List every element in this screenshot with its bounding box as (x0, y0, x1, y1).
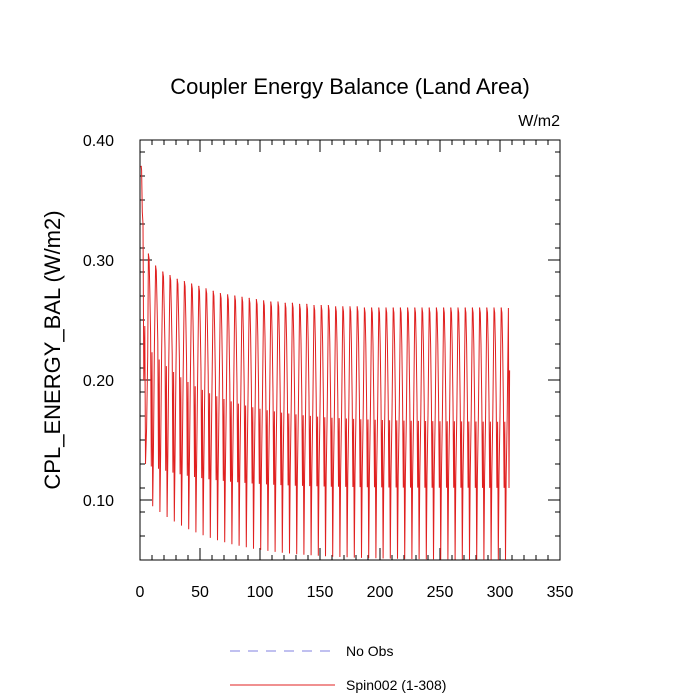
data-point-annual-peak (147, 253, 149, 255)
data-point-annual-peak (212, 290, 214, 292)
data-point-annual-peak (457, 307, 459, 309)
data-point-annual-peak (385, 307, 387, 309)
data-point-annual-peak (349, 306, 351, 308)
y-tick-label: 0.20 (83, 373, 114, 390)
data-point-annual-peak (363, 307, 365, 309)
data-point-annual-peak (191, 283, 193, 285)
data-point-annual-peak (155, 265, 157, 267)
x-tick-label: 250 (427, 584, 454, 601)
units-label: W/m2 (518, 113, 560, 130)
y-tick-label: 0.40 (83, 133, 114, 150)
data-point-annual-peak (335, 306, 337, 308)
data-point-annual-peak (471, 307, 473, 309)
data-point-annual-peak (140, 165, 142, 167)
data-point-annual-peak (219, 293, 221, 295)
y-tick-label: 0.10 (83, 493, 114, 510)
x-tick-label: 150 (307, 584, 334, 601)
data-point-annual-peak (306, 303, 308, 305)
data-point-annual-peak (241, 296, 243, 298)
data-point-annual-peak (450, 307, 452, 309)
data-point-annual-peak (183, 281, 185, 283)
data-point-annual-peak (291, 302, 293, 304)
legend-label-spin002: Spin002 (1-308) (346, 677, 446, 693)
x-tick-label: 50 (191, 584, 209, 601)
data-point-annual-peak (284, 302, 286, 304)
data-point-annual-peak (392, 307, 394, 309)
data-point-annual-peak (327, 305, 329, 307)
data-point-annual-peak (320, 305, 322, 307)
data-point-annual-peak (407, 307, 409, 309)
series-line-spin002 (140, 166, 511, 560)
plot-frame (139, 139, 561, 561)
data-point-annual-peak (507, 369, 509, 371)
data-point-annual-peak (342, 306, 344, 308)
data-point-annual-peak (479, 307, 481, 309)
data-point-annual-peak (299, 303, 301, 305)
x-axis: 0 50 100 150 200 250 300 350 (136, 140, 574, 601)
data-point-annual-peak (270, 301, 272, 303)
data-point-annual-peak (205, 288, 207, 290)
data-point-annual-peak (198, 285, 200, 287)
data-point-annual-peak (227, 294, 229, 296)
data-point-annual-peak (500, 307, 502, 309)
data-point-annual-peak (486, 307, 488, 309)
data-point-annual-peak (443, 307, 445, 309)
data-point-annual-peak (356, 306, 358, 308)
data-point-annual-peak (277, 301, 279, 303)
series-layer (140, 165, 511, 560)
x-tick-label: 0 (136, 584, 145, 601)
data-point-annual-peak (493, 307, 495, 309)
chart-title: Coupler Energy Balance (Land Area) (170, 74, 530, 99)
x-tick-label: 300 (487, 584, 514, 601)
x-tick-label: 100 (247, 584, 274, 601)
legend: No Obs Spin002 (1-308) (230, 643, 446, 693)
data-point-annual-peak (176, 278, 178, 280)
y-axis-label: CPL_ENERGY_BAL (W/m2) (40, 210, 65, 489)
data-point-annual-peak (414, 307, 416, 309)
data-point-annual-peak (263, 300, 265, 302)
data-point-annual-peak (313, 305, 315, 307)
data-point-annual-peak (421, 307, 423, 309)
data-point-annual-peak (248, 297, 250, 299)
data-point-annual-peak (464, 307, 466, 309)
legend-label-no-obs: No Obs (346, 643, 393, 659)
data-point-annual-peak (399, 307, 401, 309)
data-point-annual-peak (378, 307, 380, 309)
y-axis: 0.10 0.20 0.30 0.40 (83, 133, 560, 561)
data-point-annual-peak (169, 275, 171, 277)
data-point-annual-peak (255, 299, 257, 301)
data-point-annual-peak (234, 295, 236, 297)
y-tick-label: 0.30 (83, 253, 114, 270)
data-point-annual-peak (435, 307, 437, 309)
data-point-annual-peak (162, 271, 164, 273)
data-point-annual-peak (371, 307, 373, 309)
x-tick-label: 200 (367, 584, 394, 601)
x-tick-label: 350 (547, 584, 574, 601)
data-point-annual-peak (428, 307, 430, 309)
plot-area (139, 139, 561, 561)
